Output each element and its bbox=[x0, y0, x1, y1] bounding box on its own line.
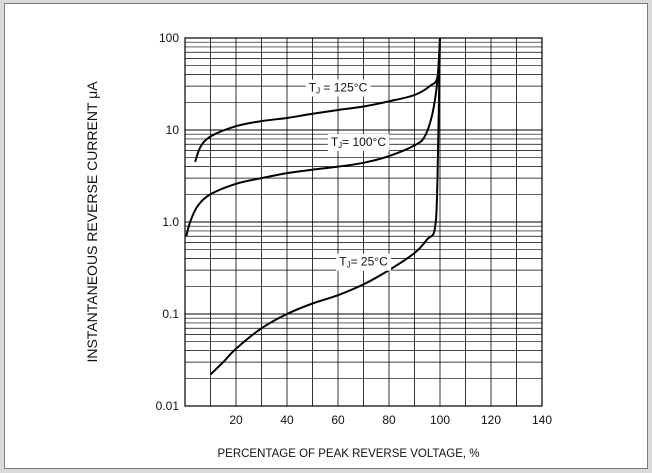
chart-svg: 0.01 0.1 1.0 10 100 20 40 60 80 100 120 140 TJ = 12… bbox=[84, 31, 553, 460]
series-label-text: TJ= 100°C bbox=[331, 135, 387, 150]
series-label-bg bbox=[305, 79, 371, 97]
series-label-bg bbox=[327, 134, 390, 152]
series-line-0 bbox=[194, 37, 441, 163]
series-label-bg bbox=[336, 253, 392, 271]
series-group bbox=[185, 37, 441, 376]
x-tick-label: 20 bbox=[229, 413, 243, 427]
chart-panel: 0.01 0.1 1.0 10 100 20 40 60 80 100 120 140 TJ = 12… bbox=[4, 3, 648, 469]
series-label-1: TJ= 100°C bbox=[327, 134, 390, 152]
y-tick-label: 10 bbox=[166, 123, 180, 137]
y-tick-label: 100 bbox=[159, 31, 179, 45]
series-label-0: TJ = 125°C bbox=[305, 79, 371, 97]
tick-labels: 0.01 0.1 1.0 10 100 20 40 60 80 100 120 140 bbox=[156, 31, 553, 427]
x-axis-title: PERCENTAGE OF PEAK REVERSE VOLTAGE, % bbox=[217, 448, 479, 460]
x-tick-label: 140 bbox=[532, 413, 552, 427]
series-line-1 bbox=[185, 37, 441, 237]
y-tick-label: 0.01 bbox=[156, 399, 180, 413]
series-label-text: TJ= 25°C bbox=[339, 255, 388, 270]
series-label-text: TJ = 125°C bbox=[309, 80, 368, 95]
y-axis-title: INSTANTANEOUS REVERSE CURRENT μA bbox=[84, 81, 100, 363]
series-line-2 bbox=[209, 37, 441, 376]
x-tick-label: 120 bbox=[481, 413, 501, 427]
y-tick-label: 0.1 bbox=[162, 307, 179, 321]
series-label-2: TJ= 25°C bbox=[336, 253, 392, 271]
x-tick-label: 80 bbox=[382, 413, 396, 427]
y-tick-label: 1.0 bbox=[162, 215, 179, 229]
plot-area bbox=[184, 37, 543, 407]
x-tick-label: 100 bbox=[430, 413, 450, 427]
x-tick-label: 40 bbox=[280, 413, 294, 427]
series-labels: TJ = 125°C TJ= 100°C TJ= 25°C bbox=[305, 79, 392, 271]
x-tick-label: 60 bbox=[331, 413, 345, 427]
